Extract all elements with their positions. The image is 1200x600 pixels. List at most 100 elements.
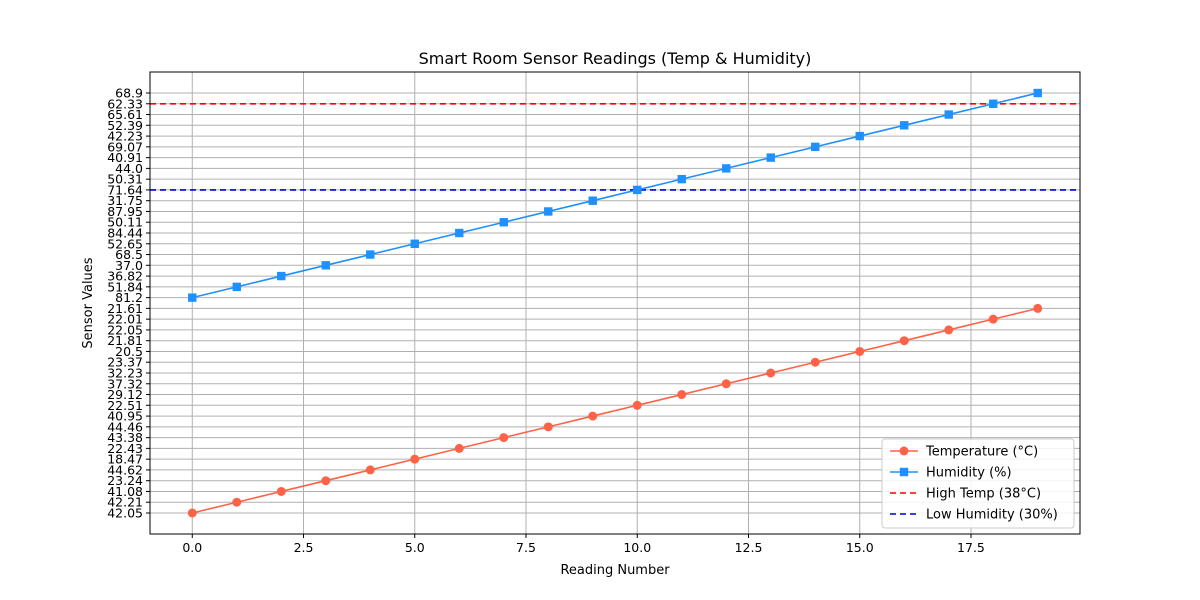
x-tick-label: 2.5 xyxy=(294,540,314,555)
data-point xyxy=(232,497,242,507)
y-tick-label: 42.23 xyxy=(107,129,143,144)
legend-marker xyxy=(899,446,909,456)
series-line xyxy=(192,307,1038,514)
data-point xyxy=(277,271,286,281)
y-tick-label: 69.07 xyxy=(107,139,143,154)
y-tick-label: 52.65 xyxy=(107,236,143,251)
data-point xyxy=(276,486,286,496)
data-point xyxy=(677,390,687,400)
data-point xyxy=(944,110,953,119)
data-point xyxy=(811,142,820,152)
data-point xyxy=(721,379,731,389)
data-point xyxy=(499,218,508,227)
y-tick-label: 32.23 xyxy=(107,366,143,381)
legend-label: Low Humidity (30%) xyxy=(926,508,1058,523)
y-tick-label: 20.5 xyxy=(115,344,143,359)
legend-label: Humidity (%) xyxy=(926,466,1012,481)
data-point xyxy=(455,228,464,238)
data-point xyxy=(588,196,597,205)
series-line xyxy=(192,92,1038,299)
x-tick-label: 12.5 xyxy=(735,540,763,555)
y-tick-label: 71.64 xyxy=(107,182,143,197)
series xyxy=(187,88,1043,518)
y-tick-label: 41.08 xyxy=(107,484,143,499)
y-tick-label: 42.21 xyxy=(107,495,143,510)
y-tick-label: 87.95 xyxy=(107,204,143,219)
data-point xyxy=(1033,303,1043,313)
data-point xyxy=(544,207,553,216)
y-tick-label: 40.91 xyxy=(107,150,143,165)
y-tick-label: 52.39 xyxy=(107,118,143,133)
y-tick-label: 21.81 xyxy=(107,333,143,348)
y-tick-label: 44.0 xyxy=(115,161,143,176)
data-point xyxy=(588,411,598,421)
data-point xyxy=(1033,88,1042,98)
data-point xyxy=(633,185,642,195)
y-tick-label: 42.05 xyxy=(107,506,143,521)
data-point xyxy=(366,250,375,259)
y-tick-label: 36.82 xyxy=(107,269,143,284)
y-tick-label: 22.43 xyxy=(107,441,143,456)
series-group xyxy=(187,303,1043,518)
data-point xyxy=(543,422,553,432)
legend-label: High Temp (38°C) xyxy=(926,487,1041,502)
x-tick-label: 7.5 xyxy=(516,540,536,555)
legend-marker xyxy=(899,467,909,477)
y-tick-label: 37.0 xyxy=(115,258,143,273)
y-tick-label: 44.46 xyxy=(107,419,143,434)
data-point xyxy=(454,443,464,453)
data-point xyxy=(321,476,331,486)
data-point xyxy=(410,239,419,248)
x-tick-label: 10.0 xyxy=(623,540,651,555)
data-point xyxy=(766,153,775,162)
y-tick-label: 81.2 xyxy=(115,290,143,305)
legend-box xyxy=(881,438,1075,529)
y-tick-label: 50.11 xyxy=(107,215,143,230)
y-tick-label: 22.01 xyxy=(107,312,143,327)
data-point xyxy=(499,433,509,443)
data-point xyxy=(321,261,330,270)
y-tick-label: 40.95 xyxy=(107,409,143,424)
series-group xyxy=(188,88,1042,302)
x-tick-label: 17.5 xyxy=(957,540,985,555)
x-tick-label: 5.0 xyxy=(405,540,425,555)
data-point xyxy=(410,454,420,464)
data-point xyxy=(766,368,776,378)
data-point xyxy=(944,325,954,335)
data-point xyxy=(900,121,909,130)
data-point xyxy=(677,174,686,184)
legend: Temperature (°C) Humidity (%) High Temp (3… xyxy=(881,438,1075,529)
y-tick-label: 23.37 xyxy=(107,355,143,370)
data-point xyxy=(365,465,375,475)
chart-title: Smart Room Sensor Readings (Temp & Humid… xyxy=(419,49,812,68)
data-point xyxy=(810,357,820,367)
data-point xyxy=(855,346,865,356)
y-tick-label: 50.31 xyxy=(107,172,143,187)
y-tick-label: 44.62 xyxy=(107,462,143,477)
y-axis-label: Sensor Values xyxy=(81,257,96,348)
y-tick-label: 51.84 xyxy=(107,279,143,294)
data-point xyxy=(632,400,642,410)
y-tick-label: 62.33 xyxy=(107,96,143,111)
data-point xyxy=(899,336,909,346)
data-point xyxy=(722,164,731,173)
y-tick-label: 65.61 xyxy=(107,107,143,122)
y-tick-label: 22.51 xyxy=(107,398,143,413)
y-tick-label: 68.9 xyxy=(115,86,143,101)
plot-area xyxy=(149,71,1081,535)
data-point xyxy=(188,293,197,302)
y-tick-label: 23.24 xyxy=(107,473,143,488)
y-tick-label: 37.32 xyxy=(107,376,143,391)
y-tick-label: 31.75 xyxy=(107,193,143,208)
y-axis-ticks: 42.0542.2141.0823.2444.6218.4722.4343.38… xyxy=(107,86,150,521)
x-axis-label: Reading Number xyxy=(560,563,670,578)
x-tick-label: 15.0 xyxy=(846,540,874,555)
reference-lines xyxy=(150,102,1080,191)
y-tick-label: 84.44 xyxy=(107,226,143,241)
y-tick-label: 21.61 xyxy=(107,301,143,316)
y-tick-label: 29.12 xyxy=(107,387,143,402)
data-point xyxy=(988,314,998,324)
data-point xyxy=(855,131,864,141)
data-point xyxy=(232,282,241,292)
